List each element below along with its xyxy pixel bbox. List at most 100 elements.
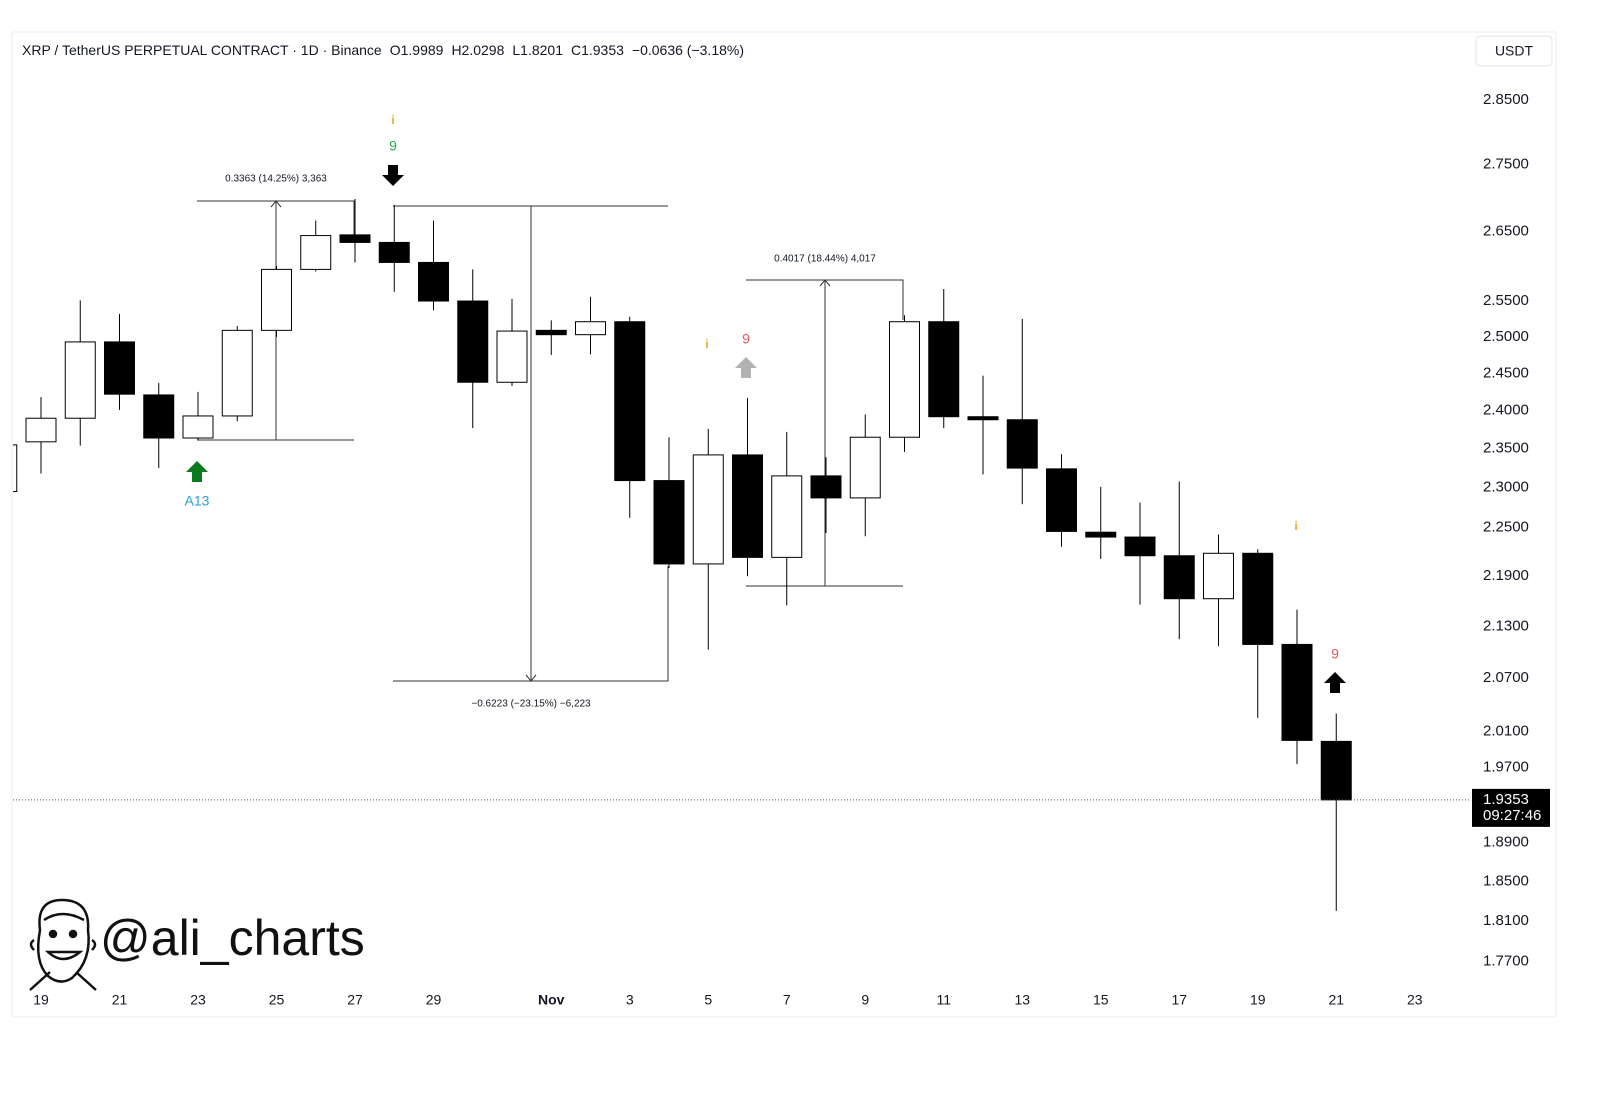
x-tick-label: 27 — [347, 992, 363, 1008]
ohlc: L1.8201 — [512, 42, 563, 58]
candle-body — [1242, 552, 1274, 645]
measure-down: −0.6223 (−23.15%) −6,223 — [393, 205, 669, 710]
candle-body — [1085, 531, 1117, 538]
y-tick-label: 2.3500 — [1483, 440, 1529, 457]
candle-body — [810, 475, 842, 499]
down-arrow — [382, 165, 404, 186]
symbol: XRP / TetherUS PERPETUAL CONTRACT · 1D ·… — [22, 42, 382, 58]
watermark-text: @ali_charts — [100, 910, 365, 966]
y-tick-label: 2.6500 — [1483, 222, 1529, 239]
price-tag — [1472, 788, 1550, 827]
y-tick-label: 2.8500 — [1483, 91, 1529, 108]
candle-body — [1006, 419, 1038, 469]
y-tick-label: 2.2500 — [1483, 518, 1529, 535]
candle-body — [732, 454, 763, 558]
y-tick-label: 2.1300 — [1483, 617, 1529, 634]
candle-body — [692, 454, 724, 565]
candle-body — [261, 268, 292, 331]
marker-label: 9 — [1331, 646, 1339, 662]
up-arrow — [186, 461, 208, 482]
x-tick-label: 23 — [1407, 992, 1423, 1008]
y-tick-label: 1.8900 — [1483, 834, 1529, 851]
x-tick-label: 13 — [1014, 992, 1030, 1008]
candle-body — [339, 234, 371, 243]
ohlc: H2.0298 — [451, 42, 504, 58]
marker-label: i — [705, 337, 708, 351]
up-arrow — [735, 357, 757, 378]
candle-body — [143, 394, 175, 439]
candle-body — [1046, 468, 1077, 532]
measure-label: −0.6223 (−23.15%) −6,223 — [471, 699, 591, 710]
candle-body — [1163, 555, 1195, 600]
y-tick-label: 2.5000 — [1483, 328, 1529, 345]
candle-body — [418, 261, 449, 302]
marker-label: 9 — [389, 138, 397, 154]
x-tick-label: 5 — [704, 992, 712, 1008]
candle-body — [849, 436, 881, 499]
x-tick-label: 15 — [1093, 992, 1109, 1008]
x-tick-label: 19 — [1250, 992, 1266, 1008]
x-tick-label: Nov — [538, 992, 565, 1008]
candle-body — [221, 329, 253, 417]
candle-body — [928, 321, 960, 418]
marker-label: i — [1294, 519, 1297, 533]
x-tick-label: 19 — [33, 992, 49, 1008]
y-tick-label: 2.0700 — [1483, 669, 1529, 686]
candle-body — [889, 321, 920, 438]
candle-body — [300, 235, 332, 270]
y-tick-label: 2.7500 — [1483, 155, 1529, 172]
candle-body — [1320, 740, 1352, 801]
candle-body — [575, 321, 606, 336]
candle-body — [104, 341, 135, 395]
x-tick-label: 21 — [1328, 992, 1344, 1008]
up-arrow — [1324, 672, 1346, 693]
candle-body — [1203, 552, 1234, 600]
y-tick-label: 1.7700 — [1483, 952, 1529, 969]
y-tick-label: 2.4500 — [1483, 364, 1529, 381]
candle-body — [13, 444, 18, 493]
y-tick-label: 2.0100 — [1483, 722, 1529, 739]
y-tick-label: 2.1900 — [1483, 567, 1529, 584]
candle-body — [967, 416, 999, 421]
candle-body — [182, 415, 214, 439]
watermark-face — [29, 898, 97, 991]
measure-label: 0.3363 (14.25%) 3,363 — [225, 174, 327, 185]
measure-label: 0.4017 (18.44%) 4,017 — [774, 254, 876, 265]
candle-body — [64, 341, 96, 419]
marker-label: 9 — [742, 331, 750, 347]
x-tick-label: 25 — [269, 992, 285, 1008]
ohlc: O1.9989 — [390, 42, 444, 58]
chart-title: XRP / TetherUS PERPETUAL CONTRACT · 1D ·… — [22, 42, 744, 58]
x-tick-label: 21 — [112, 992, 128, 1008]
candle-body — [1281, 643, 1313, 741]
candle-body — [457, 300, 489, 383]
y-tick-label: 2.3000 — [1483, 479, 1529, 496]
measure-up-2: 0.4017 (18.44%) 4,017 — [746, 254, 904, 587]
candle-body — [771, 475, 803, 558]
candle-body — [496, 330, 528, 383]
candle-body — [653, 480, 685, 565]
candle-body — [25, 417, 57, 443]
candles — [13, 198, 1352, 911]
currency-label[interactable]: USDT — [1495, 43, 1534, 59]
x-tick-label: 23 — [190, 992, 206, 1008]
price-tag-countdown: 09:27:46 — [1483, 807, 1541, 824]
x-tick-label: 11 — [936, 992, 951, 1008]
x-tick-label: 7 — [783, 992, 791, 1008]
x-tick-label: 29 — [426, 992, 442, 1008]
y-tick-label: 2.5500 — [1483, 292, 1529, 309]
candle-body — [614, 321, 646, 482]
y-tick-label: 1.8100 — [1483, 912, 1529, 929]
y-tick-label: 2.4000 — [1483, 402, 1529, 419]
ohlc: C1.9353 — [571, 42, 624, 58]
marker-label: i — [391, 113, 394, 127]
candle-body — [535, 329, 567, 336]
x-tick-label: 17 — [1171, 992, 1187, 1008]
marker-label: A13 — [185, 493, 210, 509]
y-tick-label: 1.9700 — [1483, 759, 1529, 776]
currency-button[interactable] — [1475, 35, 1553, 67]
candle-body — [1124, 536, 1156, 557]
x-tick-label: 3 — [626, 992, 634, 1008]
